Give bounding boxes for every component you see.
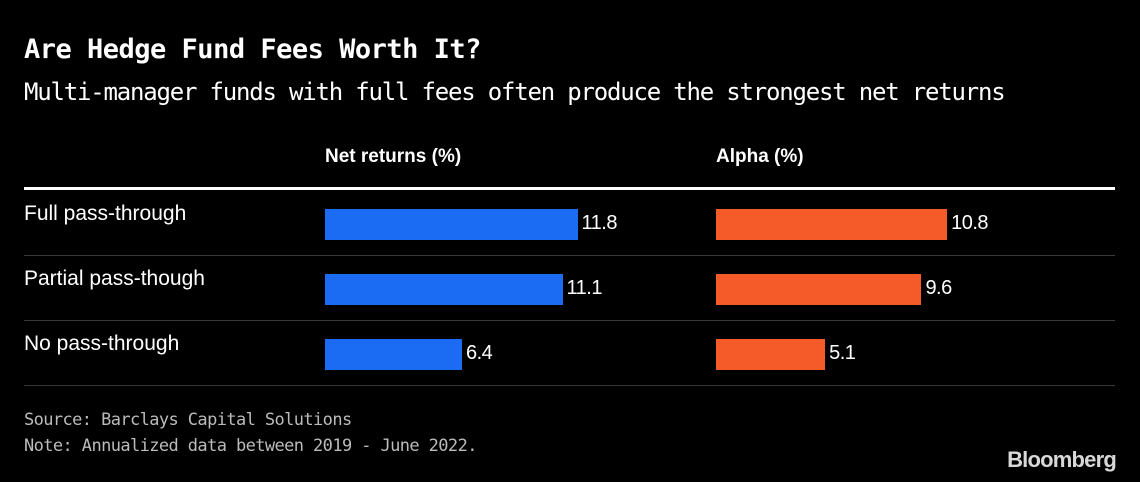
bar-alpha: [716, 339, 826, 370]
bar-net-returns: [325, 339, 462, 370]
bar-net-returns: [325, 209, 578, 240]
footnote: Note: Annualized data between 2019 - Jun…: [24, 436, 477, 456]
data-label-alpha: 10.8: [951, 211, 989, 234]
data-label-alpha: 9.6: [925, 276, 952, 299]
chart-title: Are Hedge Fund Fees Worth It?: [24, 34, 481, 65]
data-label-net-returns: 6.4: [465, 341, 493, 364]
column-header-net-returns: Net returns (%): [325, 146, 462, 167]
data-label-net-returns: 11.8: [581, 211, 618, 234]
data-label-net-returns: 11.1: [566, 276, 603, 299]
data-label-alpha: 5.1: [829, 341, 856, 364]
chart-subtitle: Multi-manager funds with full fees often…: [24, 78, 1006, 106]
category-label: Full pass-through: [24, 201, 187, 225]
row-divider: [24, 255, 1115, 256]
category-label: Partial pass-though: [24, 266, 205, 290]
column-header-alpha: Alpha (%): [716, 146, 804, 167]
source-note: Source: Barclays Capital Solutions: [24, 410, 352, 430]
row-divider: [24, 385, 1115, 386]
bar-net-returns: [325, 274, 563, 305]
bloomberg-logo: Bloomberg: [1007, 447, 1117, 472]
row-divider: [24, 320, 1115, 321]
category-label: No pass-through: [24, 331, 180, 355]
bar-alpha: [716, 209, 948, 240]
bar-alpha: [716, 274, 922, 305]
header-rule: [24, 187, 1115, 190]
